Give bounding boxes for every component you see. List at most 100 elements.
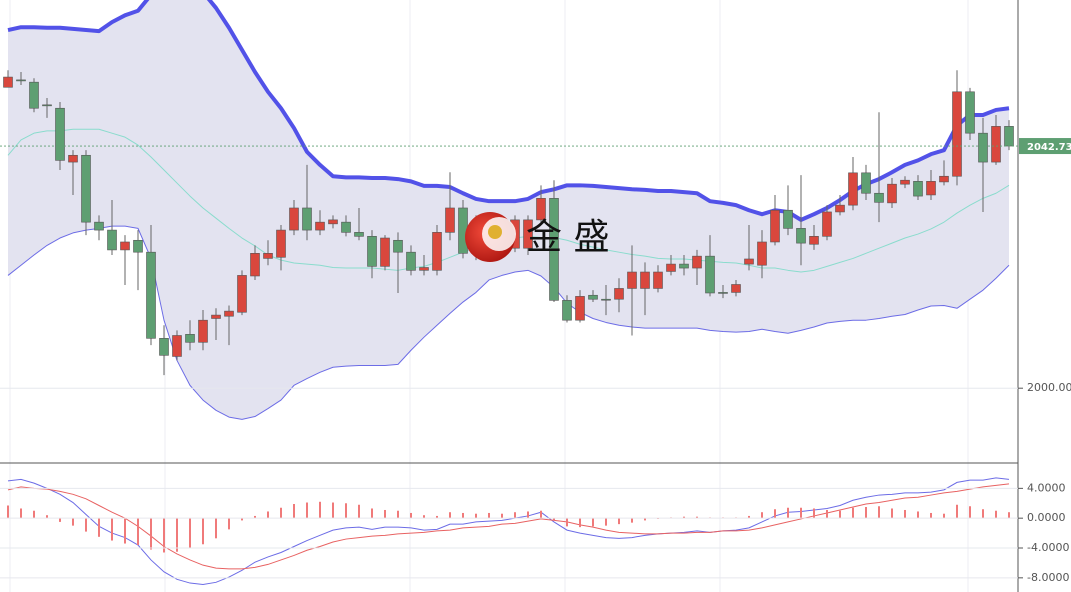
candle-body <box>705 255 715 294</box>
histogram-bar <box>696 516 698 519</box>
candle-body <box>68 154 78 163</box>
histogram-bar <box>592 518 594 527</box>
histogram-bar <box>618 518 620 525</box>
candle-body <box>302 207 312 231</box>
candle-body <box>978 132 988 163</box>
candle-body <box>432 232 442 271</box>
candle-body <box>523 219 533 249</box>
histogram-bar <box>462 512 464 519</box>
histogram-bar <box>787 507 789 519</box>
histogram-bar <box>930 512 932 519</box>
histogram-bar <box>644 518 646 521</box>
histogram-bar <box>384 509 386 519</box>
histogram-bar <box>800 507 802 519</box>
candle-body <box>653 271 663 289</box>
macd-line <box>7 477 1010 586</box>
candle-body <box>406 251 416 271</box>
histogram-bar <box>1008 512 1010 519</box>
candle-body <box>354 232 364 237</box>
candle-body <box>562 300 572 321</box>
macd-pane <box>7 477 1010 586</box>
histogram-bar <box>46 515 48 519</box>
histogram-bar <box>319 501 321 519</box>
histogram-bar <box>85 518 87 532</box>
histogram-bar <box>813 508 815 519</box>
candle-body <box>731 284 741 293</box>
candle-body <box>159 338 169 356</box>
candle-body <box>55 107 65 161</box>
watermark: 金 盛 <box>465 212 609 262</box>
histogram-bar <box>553 518 555 521</box>
candle-body <box>601 298 611 301</box>
histogram-bar <box>449 512 451 519</box>
candle-body <box>679 263 689 269</box>
candle-body <box>263 253 273 259</box>
histogram-bar <box>943 513 945 519</box>
last-price-label: 2042.73 <box>1027 142 1071 153</box>
histogram-bar <box>826 509 828 519</box>
histogram-bar <box>995 510 997 519</box>
histogram-bar <box>163 518 165 553</box>
histogram-bar <box>202 518 204 545</box>
histogram-bar <box>254 515 256 519</box>
candle-body <box>367 236 377 267</box>
candle-body <box>393 239 403 253</box>
histogram-bar <box>137 518 139 546</box>
histogram-bar <box>566 518 568 527</box>
y-tick-label: -8.0000 <box>1027 571 1069 584</box>
histogram-bar <box>748 515 750 519</box>
candle-body <box>549 198 559 301</box>
histogram-bar <box>917 511 919 519</box>
histogram-bar <box>891 508 893 519</box>
candle-body <box>16 79 26 82</box>
histogram-bar <box>631 518 633 523</box>
candle-body <box>1004 126 1014 147</box>
candle-body <box>939 175 949 183</box>
band-line <box>7 0 1010 222</box>
candle-body <box>185 334 195 343</box>
histogram-bar <box>839 510 841 519</box>
histogram-bar <box>397 510 399 519</box>
histogram-bar <box>7 505 9 519</box>
candle-body <box>575 296 585 321</box>
histogram-bar <box>358 504 360 519</box>
candle-body <box>146 251 156 339</box>
histogram-bar <box>436 515 438 519</box>
histogram-bar <box>527 511 529 519</box>
histogram-bar <box>215 518 217 539</box>
candle-body <box>3 76 13 88</box>
histogram-bar <box>111 518 113 541</box>
y-tick-label: 4.0000 <box>1027 481 1066 494</box>
histogram-bar <box>20 508 22 519</box>
candle-body <box>211 314 221 319</box>
candle-body <box>640 271 650 289</box>
histogram-bar <box>865 506 867 519</box>
histogram-bar <box>189 518 191 549</box>
candle-body <box>81 154 91 223</box>
histogram-bar <box>371 508 373 519</box>
y-tick-label: 2000.00 <box>1027 381 1071 394</box>
histogram-bar <box>878 506 880 519</box>
candle-body <box>445 207 455 233</box>
candle-body <box>770 209 780 243</box>
histogram-bar <box>852 507 854 519</box>
histogram-bar <box>176 518 178 552</box>
candle-body <box>224 310 234 317</box>
candle-body <box>991 126 1001 163</box>
histogram-bar <box>150 518 152 550</box>
histogram-bar <box>33 510 35 519</box>
candle-body <box>796 228 806 244</box>
histogram-bar <box>982 509 984 519</box>
histogram-bar <box>72 518 74 526</box>
candle-body <box>588 294 598 300</box>
candle-body <box>250 253 260 277</box>
candle-body <box>380 237 390 267</box>
y-tick-label: -4.0000 <box>1027 541 1069 554</box>
candle-body <box>744 258 754 265</box>
candle-body <box>42 104 52 107</box>
candle-body <box>315 221 325 231</box>
candle-body <box>757 241 767 266</box>
histogram-bar <box>761 512 763 519</box>
candle-body <box>874 192 884 203</box>
